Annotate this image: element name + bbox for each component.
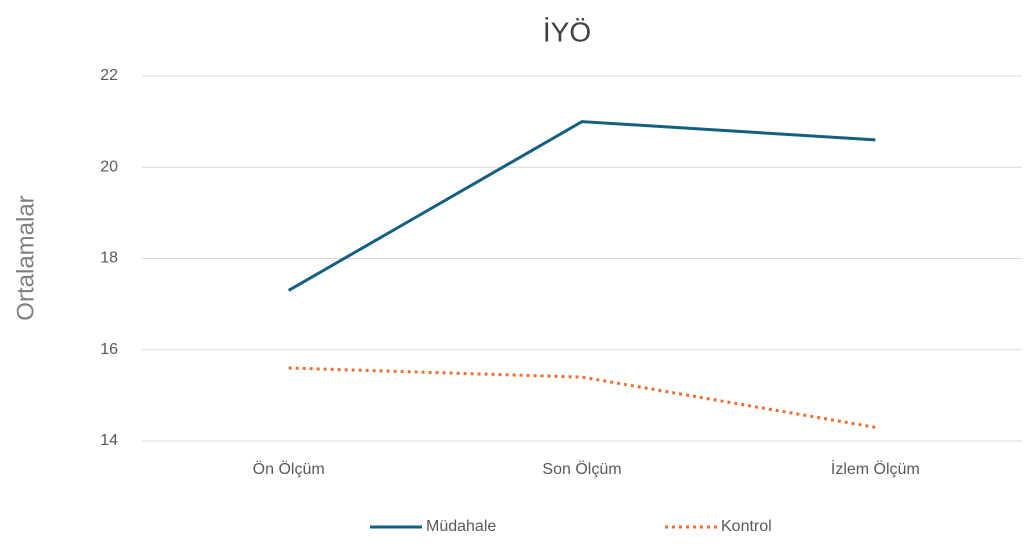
y-tick-label: 14: [100, 432, 118, 449]
y-tick-label: 20: [100, 158, 118, 175]
x-tick-label: Son Ölçüm: [542, 460, 621, 478]
y-tick-label: 16: [100, 341, 118, 358]
series-line: [287, 120, 876, 292]
legend-label: Müdahale: [426, 518, 496, 535]
y-tick-label: 18: [100, 250, 118, 267]
y-axis-label: Ortalamalar: [12, 195, 39, 320]
chart-title: İYÖ: [543, 16, 591, 47]
y-tick-label: 22: [100, 67, 118, 84]
legend-label: Kontrol: [721, 518, 772, 535]
x-tick-label: İzlem Ölçüm: [831, 459, 920, 478]
series-line: [288, 366, 876, 429]
x-tick-label: Ön Ölçüm: [253, 460, 325, 478]
